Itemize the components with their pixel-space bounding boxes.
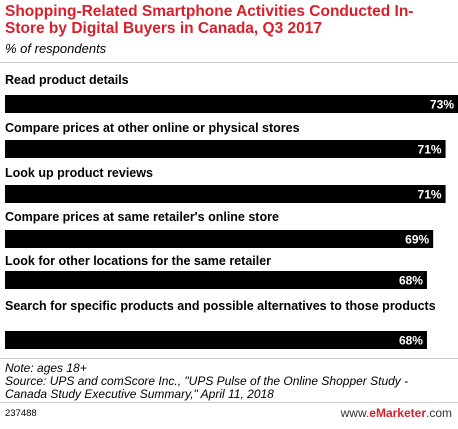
bar bbox=[5, 230, 434, 248]
top-divider bbox=[0, 62, 458, 63]
chart-note: Note: ages 18+ bbox=[5, 361, 87, 375]
category-label: Search for specific products and possibl… bbox=[5, 299, 436, 313]
value-label: 69% bbox=[405, 233, 429, 247]
footer-divider bbox=[0, 402, 458, 403]
bar bbox=[5, 95, 458, 113]
bottom-divider bbox=[0, 358, 458, 359]
value-label: 68% bbox=[399, 274, 423, 288]
bar bbox=[5, 140, 446, 158]
chart-id: 237488 bbox=[5, 408, 37, 419]
chart-source: Source: UPS and comScore Inc., "UPS Puls… bbox=[5, 374, 409, 401]
category-label: Look for other locations for the same re… bbox=[5, 254, 272, 268]
brand-prefix: www. bbox=[340, 406, 370, 420]
value-label: 68% bbox=[399, 334, 423, 348]
brand-suffix: .com bbox=[425, 406, 452, 420]
bar bbox=[5, 271, 427, 289]
category-label: Compare prices at same retailer's online… bbox=[5, 210, 279, 224]
bar bbox=[5, 185, 446, 203]
value-label: 73% bbox=[430, 98, 454, 112]
category-label: Compare prices at other online or physic… bbox=[5, 121, 300, 135]
category-label: Look up product reviews bbox=[5, 166, 153, 180]
value-label: 71% bbox=[418, 188, 442, 202]
brand-link[interactable]: www.eMarketer.com bbox=[341, 406, 452, 420]
chart-subtitle: % of respondents bbox=[5, 41, 107, 56]
bar bbox=[5, 331, 427, 349]
brand-name: eMarketer bbox=[369, 406, 426, 420]
value-label: 71% bbox=[418, 143, 442, 157]
category-label: Read product details bbox=[5, 73, 129, 87]
chart-title: Shopping-Related Smartphone Activities C… bbox=[5, 3, 414, 37]
